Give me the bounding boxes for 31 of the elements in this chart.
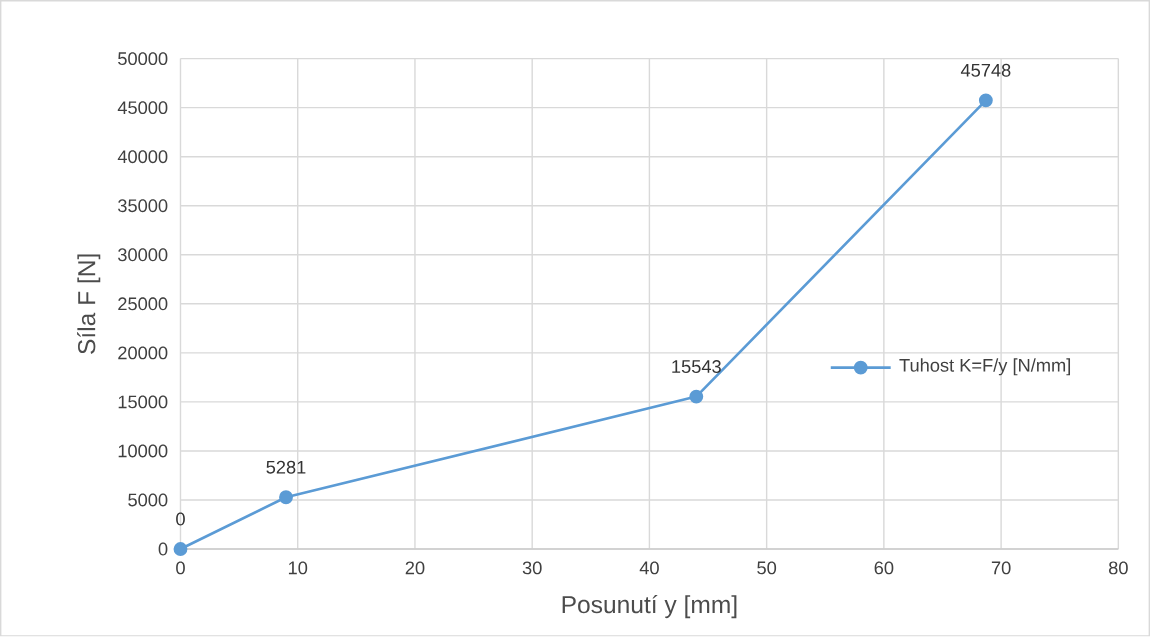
data-label: 15543 [672,360,721,374]
y-tick-label: 25000 [118,297,168,311]
x-tick-label: 60 [874,561,894,575]
point [173,542,188,557]
y-tick-label: 15000 [118,395,168,409]
x-tick-label: 10 [288,561,308,575]
x-tick-label: 80 [1108,561,1128,575]
data-label: 5281 [266,460,306,474]
y-tick-label: 45000 [117,101,168,115]
x-tick-label: 70 [991,561,1011,575]
x-tick-label: 40 [639,561,659,575]
x-tick-label: 30 [522,561,542,575]
y-tick-label: 20000 [118,346,168,360]
x-tick-label: 0 [176,561,185,575]
y-tick-label: 30000 [118,248,168,262]
x-tick-label: 50 [757,561,777,575]
y-tick-label: 40000 [117,150,168,164]
point [279,490,293,505]
legend-label: Tuhost K=F/y [N/mm] [899,358,1071,376]
data-label: 45748 [960,64,1011,77]
y-tick-label: 0 [158,542,168,556]
point [689,389,704,404]
x-tick-label: 20 [405,561,425,575]
y-tick-label: 50000 [118,52,168,66]
data-label: 0 [176,512,185,526]
y-tick-label: 10000 [118,444,168,458]
y-tick-label: 5000 [128,493,168,507]
y-tick-label: 35000 [118,199,168,213]
y-axis-title: Síla F [N] [77,254,101,355]
x-axis-title: Posunutí y [mm] [562,595,737,619]
point [978,93,993,108]
